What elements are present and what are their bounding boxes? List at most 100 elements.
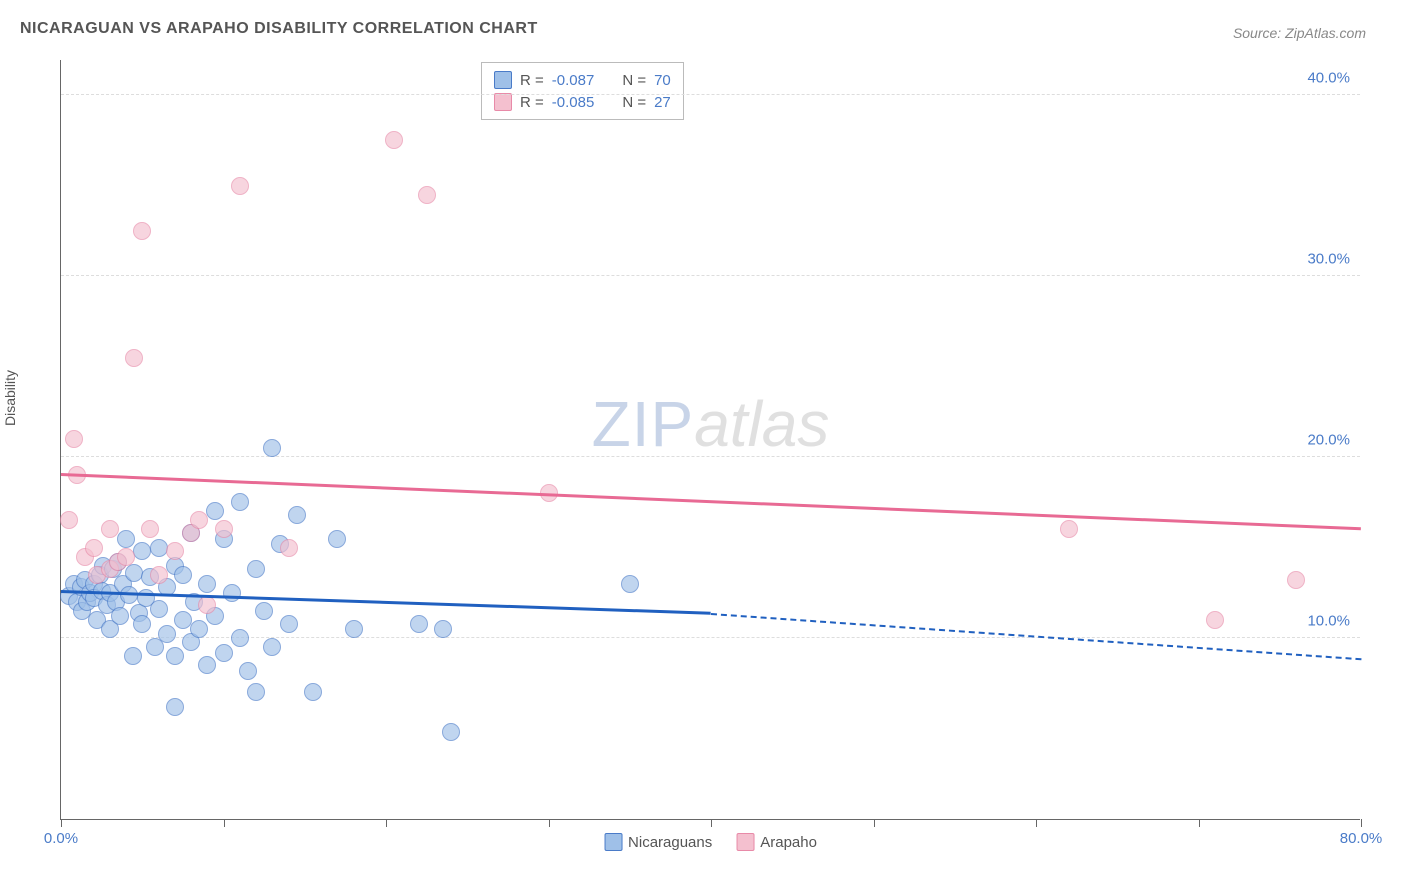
x-tick	[61, 819, 62, 827]
series-legend-label: Arapaho	[760, 834, 817, 851]
scatter-point	[174, 611, 192, 629]
series-legend: Nicaraguans Arapaho	[604, 833, 817, 851]
scatter-point	[111, 607, 129, 625]
scatter-point	[133, 542, 151, 560]
scatter-point	[410, 615, 428, 633]
x-tick-label: 0.0%	[44, 830, 78, 847]
x-tick-label: 80.0%	[1340, 830, 1383, 847]
legend-r-label: R =	[520, 94, 544, 111]
scatter-point	[124, 647, 142, 665]
y-tick-label: 10.0%	[1307, 613, 1350, 630]
gridline	[61, 456, 1360, 457]
scatter-point	[231, 629, 249, 647]
scatter-point	[215, 644, 233, 662]
legend-r-label: R =	[520, 72, 544, 89]
scatter-point	[247, 683, 265, 701]
y-tick-label: 40.0%	[1307, 70, 1350, 87]
legend-swatch	[736, 833, 754, 851]
x-tick	[224, 819, 225, 827]
legend-swatch	[494, 93, 512, 111]
series-legend-item: Arapaho	[736, 833, 817, 851]
scatter-point	[125, 349, 143, 367]
series-legend-label: Nicaraguans	[628, 834, 712, 851]
scatter-point	[304, 683, 322, 701]
scatter-point	[133, 222, 151, 240]
x-tick	[874, 819, 875, 827]
scatter-point	[434, 620, 452, 638]
scatter-point	[150, 566, 168, 584]
scatter-point	[215, 520, 233, 538]
scatter-point	[150, 600, 168, 618]
scatter-point	[125, 564, 143, 582]
x-tick	[1199, 819, 1200, 827]
scatter-point	[1206, 611, 1224, 629]
chart-container: NICARAGUAN VS ARAPAHO DISABILITY CORRELA…	[20, 20, 1386, 872]
scatter-point	[385, 131, 403, 149]
series-legend-item: Nicaraguans	[604, 833, 712, 851]
scatter-point	[101, 520, 119, 538]
scatter-point	[158, 625, 176, 643]
scatter-point	[255, 602, 273, 620]
scatter-point	[239, 662, 257, 680]
scatter-point	[65, 430, 83, 448]
scatter-point	[223, 584, 241, 602]
scatter-point	[442, 723, 460, 741]
legend-r-value: -0.087	[552, 72, 595, 89]
watermark-atlas: atlas	[694, 388, 829, 460]
scatter-point	[85, 539, 103, 557]
scatter-point	[418, 186, 436, 204]
scatter-point	[328, 530, 346, 548]
scatter-point	[231, 177, 249, 195]
legend-swatch	[604, 833, 622, 851]
scatter-point	[198, 575, 216, 593]
scatter-point	[190, 511, 208, 529]
gridline	[61, 637, 1360, 638]
scatter-point	[150, 539, 168, 557]
scatter-point	[280, 539, 298, 557]
scatter-point	[621, 575, 639, 593]
scatter-point	[190, 620, 208, 638]
scatter-point	[1287, 571, 1305, 589]
source-attribution: Source: ZipAtlas.com	[1233, 25, 1366, 41]
scatter-point	[141, 520, 159, 538]
chart-title: NICARAGUAN VS ARAPAHO DISABILITY CORRELA…	[20, 20, 538, 38]
x-tick	[1036, 819, 1037, 827]
scatter-point	[166, 647, 184, 665]
scatter-point	[345, 620, 363, 638]
scatter-point	[263, 638, 281, 656]
scatter-point	[166, 542, 184, 560]
legend-n-label: N =	[622, 94, 646, 111]
gridline	[61, 94, 1360, 95]
x-tick	[1361, 819, 1362, 827]
y-axis-label: Disability	[2, 370, 18, 426]
legend-n-value: 70	[654, 72, 671, 89]
x-tick	[711, 819, 712, 827]
legend-row: R = -0.087 N = 70	[494, 69, 671, 91]
scatter-point	[206, 502, 224, 520]
x-tick	[386, 819, 387, 827]
gridline	[61, 275, 1360, 276]
scatter-point	[198, 656, 216, 674]
plot-area: ZIPatlas R =-0.087N =70R =-0.085N =27 Ni…	[60, 60, 1360, 820]
trend-line	[61, 473, 1361, 530]
scatter-point	[198, 596, 216, 614]
scatter-point	[288, 506, 306, 524]
scatter-point	[117, 530, 135, 548]
scatter-point	[1060, 520, 1078, 538]
scatter-point	[60, 511, 78, 529]
legend-swatch	[494, 71, 512, 89]
scatter-point	[117, 548, 135, 566]
scatter-point	[166, 698, 184, 716]
y-tick-label: 30.0%	[1307, 251, 1350, 268]
scatter-point	[133, 615, 151, 633]
legend-n-value: 27	[654, 94, 671, 111]
watermark-zip: ZIP	[592, 388, 695, 460]
x-tick	[549, 819, 550, 827]
correlation-legend: R = -0.087 N = 70 R = -0.085 N = 27	[481, 62, 684, 120]
legend-r-value: -0.085	[552, 94, 595, 111]
legend-n-label: N =	[622, 72, 646, 89]
scatter-point	[263, 439, 281, 457]
y-tick-label: 20.0%	[1307, 432, 1350, 449]
scatter-point	[231, 493, 249, 511]
scatter-point	[280, 615, 298, 633]
